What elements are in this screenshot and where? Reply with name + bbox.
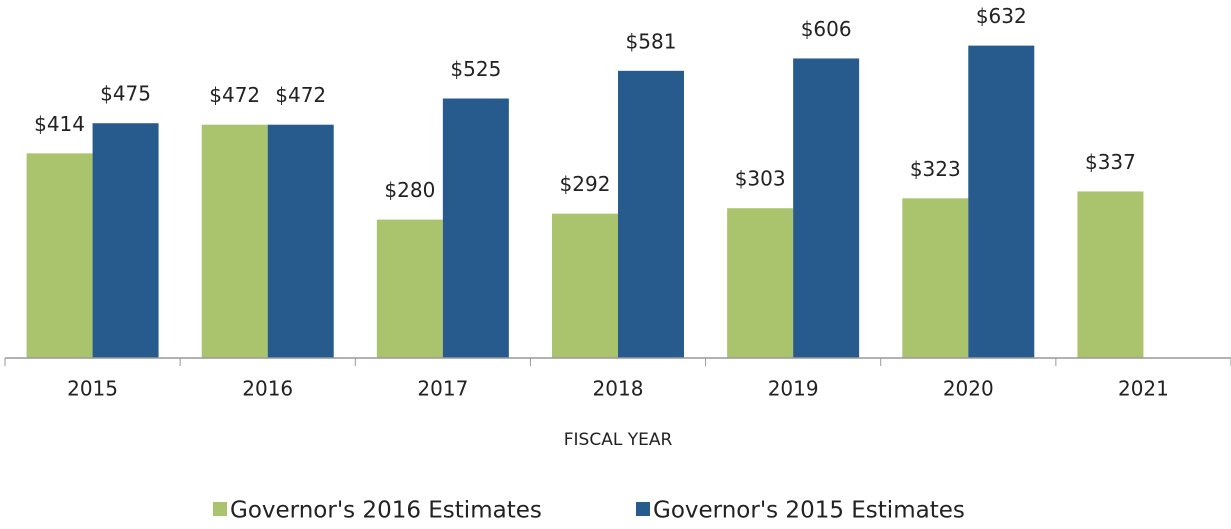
data-label: $414 (34, 112, 85, 136)
bar (1077, 191, 1144, 358)
data-label: $581 (626, 29, 677, 53)
data-label: $292 (560, 172, 611, 196)
x-tick-label: 2021 (1118, 377, 1169, 401)
data-label: $280 (384, 178, 435, 202)
data-label: $472 (209, 83, 260, 107)
legend-label: Governor's 2015 Estimates (653, 498, 965, 524)
legend-label: Governor's 2016 Estimates (230, 498, 542, 524)
data-label: $472 (275, 83, 326, 107)
x-tick-label: 2020 (943, 377, 994, 401)
x-tick-label: 2019 (768, 377, 819, 401)
x-tick-label: 2017 (417, 377, 468, 401)
x-axis-title: FISCAL YEAR (564, 430, 673, 450)
bar (727, 208, 794, 358)
bar (442, 98, 509, 358)
bar (267, 124, 334, 358)
data-label: $606 (801, 17, 852, 41)
data-label: $525 (450, 57, 501, 81)
legend-swatch (213, 502, 227, 516)
bar (26, 153, 93, 358)
data-label: $475 (100, 82, 151, 106)
data-label: $632 (976, 4, 1027, 28)
x-tick-label: 2015 (67, 377, 118, 401)
bar (201, 124, 268, 358)
data-label: $303 (735, 167, 786, 191)
bar (793, 58, 860, 358)
data-label: $323 (910, 157, 961, 181)
x-tick-label: 2016 (242, 377, 293, 401)
bar (968, 45, 1035, 359)
data-label: $337 (1085, 150, 1136, 174)
legend-swatch (636, 502, 650, 516)
bar (902, 198, 969, 358)
bar (376, 219, 443, 358)
bar (618, 70, 684, 358)
bar (552, 213, 618, 358)
x-tick-label: 2018 (593, 377, 644, 401)
bar (92, 123, 159, 358)
